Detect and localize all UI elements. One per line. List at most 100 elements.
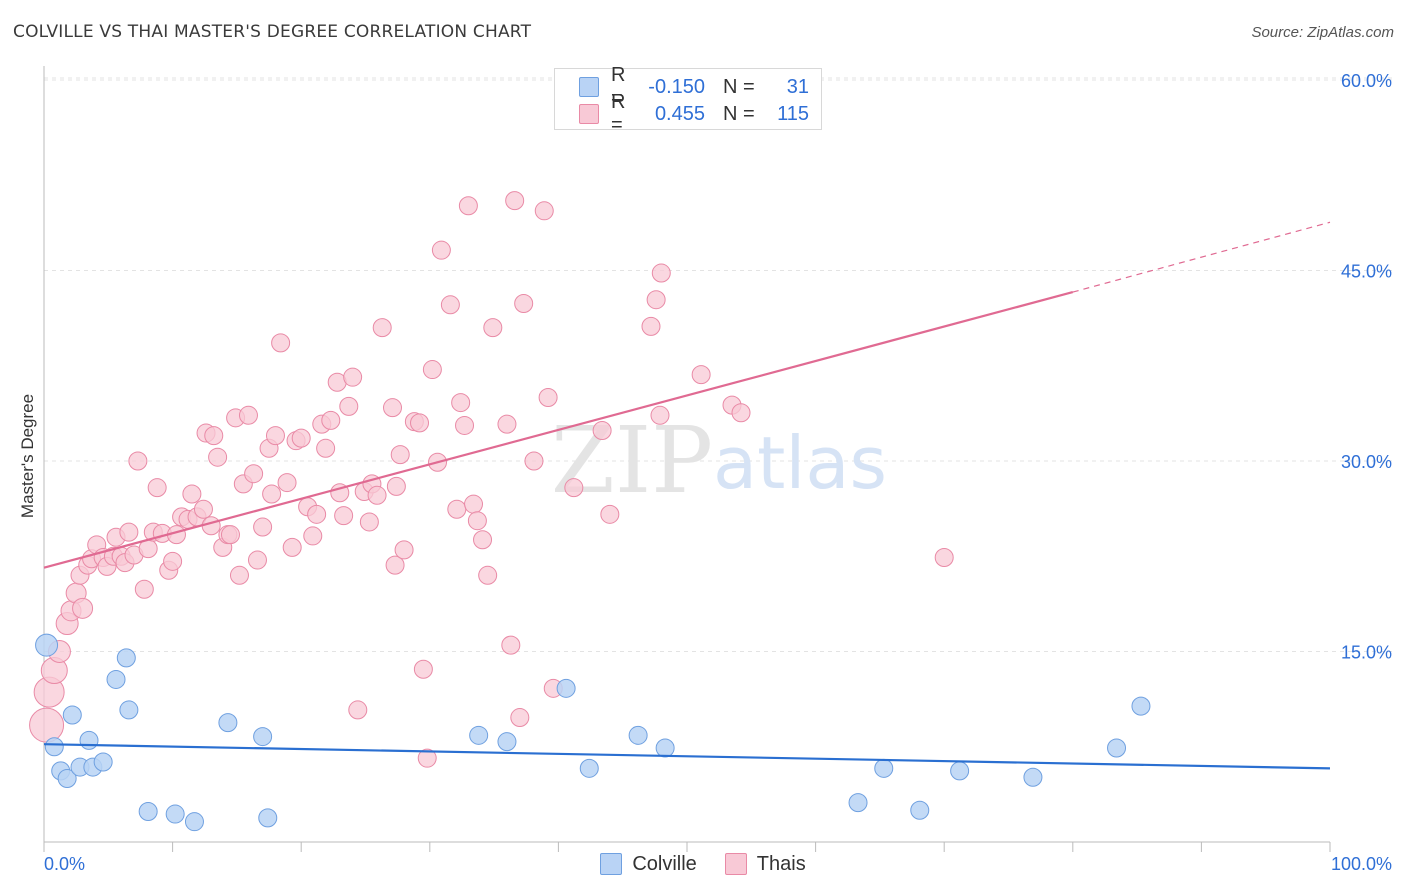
r-label: R = — [611, 91, 626, 136]
thai-point — [343, 367, 363, 387]
thai-point — [367, 485, 387, 505]
thai-point — [383, 398, 403, 418]
thai-point — [204, 426, 224, 446]
y-tick-label: 60.0% — [1341, 71, 1392, 91]
legend-row-thais: R = 0.455 N = 115 — [579, 91, 809, 136]
thai-point — [72, 597, 94, 619]
colville-point — [165, 804, 185, 824]
thai-point — [334, 506, 354, 526]
legend-label-colville: Colville — [632, 852, 697, 875]
source-label: Source: ZipAtlas.com — [1251, 24, 1394, 41]
tick-labels: 15.0% 30.0% 45.0% 60.0% 0.0% 100.0% — [44, 71, 1392, 874]
thai-point — [134, 579, 154, 599]
thai-point — [193, 499, 213, 519]
colville-point — [655, 738, 675, 758]
chart-title: COLVILLE VS THAI MASTER'S DEGREE CORRELA… — [13, 22, 532, 42]
colville-point — [116, 648, 136, 668]
thai-point — [501, 635, 521, 655]
thai-point — [497, 414, 517, 434]
n-label: N = — [723, 102, 755, 125]
thai-point — [238, 405, 258, 425]
colville-trend-line — [43, 743, 1331, 770]
thai-point — [410, 413, 430, 433]
colville-point — [497, 732, 517, 752]
colville-point — [950, 761, 970, 781]
colville-point — [1107, 738, 1127, 758]
thais-swatch — [579, 104, 599, 124]
thai-point — [413, 659, 433, 679]
thai-point — [182, 484, 202, 504]
colville-point — [628, 725, 648, 745]
colville-point — [1023, 767, 1043, 787]
thai-point — [473, 530, 493, 550]
thai-point — [385, 555, 405, 575]
thai-point — [651, 263, 671, 283]
colville-point — [874, 758, 894, 778]
thai-point — [417, 748, 437, 768]
thais-swatch — [724, 853, 747, 875]
thai-point — [731, 403, 751, 423]
colville-points — [35, 633, 1151, 832]
thai-point — [271, 333, 291, 353]
thai-point — [440, 295, 460, 315]
n-value: 115 — [777, 102, 809, 125]
thai-point — [147, 478, 167, 498]
thai-point — [316, 438, 336, 458]
thai-point — [451, 393, 471, 413]
thai-point — [538, 388, 558, 407]
colville-point — [218, 713, 238, 733]
colville-point — [910, 800, 930, 820]
thai-point — [201, 516, 221, 536]
thai-point — [128, 451, 148, 471]
colville-point — [79, 730, 99, 750]
thai-point — [229, 565, 249, 585]
thai-point — [514, 294, 534, 314]
colville-point — [138, 802, 158, 822]
thai-point — [29, 707, 65, 743]
thai-point — [372, 318, 392, 338]
thai-point — [510, 708, 530, 728]
series-legend: Colville Thais — [0, 850, 1406, 878]
thai-point — [390, 445, 410, 465]
thai-point — [464, 494, 484, 514]
colville-point — [93, 752, 113, 772]
thai-point — [524, 451, 544, 471]
thai-point — [119, 522, 139, 542]
n-value: 31 — [786, 75, 809, 98]
thai-point — [339, 396, 359, 416]
legend-item-colville: Colville — [600, 852, 697, 876]
thai-point — [934, 548, 954, 568]
thai-point — [458, 196, 478, 216]
thai-point — [386, 476, 406, 496]
thai-point — [262, 484, 282, 504]
thai-point — [307, 504, 327, 524]
thai-point — [348, 700, 368, 720]
watermark-zip: ZIP — [551, 407, 713, 514]
y-tick-label: 30.0% — [1341, 452, 1392, 472]
thai-point — [265, 426, 285, 446]
grid-lines — [44, 77, 1392, 652]
thai-point — [220, 525, 240, 545]
thai-point — [646, 290, 666, 310]
thai-point — [321, 410, 341, 430]
colville-point — [57, 769, 77, 788]
thai-point — [422, 360, 442, 380]
correlation-legend: R = -0.150 N = 31 R = 0.455 N = 115 — [554, 64, 822, 136]
watermark-atlas: atlas — [713, 421, 887, 505]
thai-point — [359, 512, 379, 532]
n-label: N = — [723, 75, 755, 98]
colville-point — [1131, 696, 1151, 716]
thai-point — [691, 365, 711, 385]
y-tick-label: 45.0% — [1341, 262, 1392, 282]
thai-point — [253, 517, 273, 537]
colville-point — [62, 705, 82, 725]
colville-point — [469, 725, 489, 745]
r-value: -0.150 — [648, 75, 705, 98]
thai-point — [600, 504, 620, 524]
thai-point — [467, 511, 487, 531]
colville-point — [35, 633, 59, 657]
colville-point — [579, 758, 599, 778]
y-tick-label: 15.0% — [1341, 643, 1392, 663]
colville-point — [253, 727, 273, 747]
